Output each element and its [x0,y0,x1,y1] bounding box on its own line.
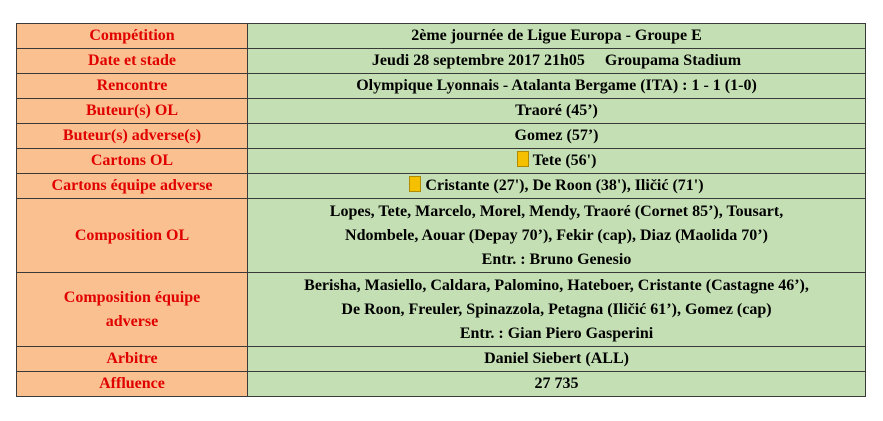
match-sheet: Compétition 2ème journée de Ligue Europa… [16,23,866,397]
value-competition: 2ème journée de Ligue Europa - Groupe E [247,23,866,49]
value-buteurs-ol: Traoré (45’) [247,98,866,124]
label-date-stade: Date et stade [16,48,248,74]
label-composition-ol: Composition OL [16,198,248,273]
value-rencontre: Olympique Lyonnais - Atalanta Bergame (I… [247,73,866,99]
row-buteurs-adverses: Buteur(s) adverse(s) Gomez (57’) [16,123,866,149]
composition-ol-line-2: Ndombele, Aouar (Depay 70’), Fekir (cap)… [345,226,768,244]
value-cartons-adverses: Cristante (27'), De Roon (38'), Iličić (… [247,173,866,199]
row-composition-ol: Composition OL Lopes, Tete, Marcelo, Mor… [16,198,866,273]
row-date-stade: Date et stade Jeudi 28 septembre 2017 21… [16,48,866,74]
row-affluence: Affluence 27 735 [16,371,866,397]
cartons-adverses-text: Cristante (27'), De Roon (38'), Iličić (… [425,177,704,194]
row-buteurs-ol: Buteur(s) OL Traoré (45’) [16,98,866,124]
value-composition-ol: Lopes, Tete, Marcelo, Morel, Mendy, Trao… [247,198,866,273]
label-competition: Compétition [16,23,248,49]
composition-adverse-coach: Entr. : Gian Piero Gasperini [459,324,654,342]
value-buteurs-adverses: Gomez (57’) [247,123,866,149]
row-cartons-ol: Cartons OL Tete (56') [16,148,866,174]
label-arbitre: Arbitre [16,346,248,372]
row-cartons-adverses: Cartons équipe adverse Cristante (27'), … [16,173,866,199]
composition-ol-line-1: Lopes, Tete, Marcelo, Morel, Mendy, Trao… [329,202,784,220]
yellow-card-icon [409,176,422,192]
label-buteurs-adverses: Buteur(s) adverse(s) [16,123,248,149]
cartons-ol-text: Tete (56') [532,152,597,169]
value-cartons-ol: Tete (56') [247,148,866,174]
row-arbitre: Arbitre Daniel Siebert (ALL) [16,346,866,372]
row-competition: Compétition 2ème journée de Ligue Europa… [16,23,866,49]
label-rencontre: Rencontre [16,73,248,99]
composition-ol-coach: Entr. : Bruno Genesio [481,250,632,268]
value-arbitre: Daniel Siebert (ALL) [247,346,866,372]
label-composition-adverse: Composition équipe adverse [16,272,248,347]
label-composition-adverse-line-1: Composition équipe [63,288,201,306]
label-cartons-ol: Cartons OL [16,148,248,174]
composition-adverse-line-2: De Roon, Freuler, Spinazzola, Petagna (I… [341,300,772,318]
value-date-stade: Jeudi 28 septembre 2017 21h05 Groupama St… [247,48,866,74]
match-table: Compétition 2ème journée de Ligue Europa… [16,23,866,397]
label-buteurs-ol: Buteur(s) OL [16,98,248,124]
row-composition-adverse: Composition équipe adverse Berisha, Masi… [16,272,866,347]
row-rencontre: Rencontre Olympique Lyonnais - Atalanta … [16,73,866,99]
label-composition-adverse-line-2: adverse [105,312,159,330]
match-date: Jeudi 28 septembre 2017 21h05 [371,52,585,69]
value-affluence: 27 735 [247,371,866,397]
label-cartons-adverses: Cartons équipe adverse [16,173,248,199]
value-composition-adverse: Berisha, Masiello, Caldara, Palomino, Ha… [247,272,866,347]
yellow-card-icon [516,151,529,167]
match-stadium: Groupama Stadium [604,52,742,69]
composition-adverse-line-1: Berisha, Masiello, Caldara, Palomino, Ha… [304,276,809,294]
label-affluence: Affluence [16,371,248,397]
